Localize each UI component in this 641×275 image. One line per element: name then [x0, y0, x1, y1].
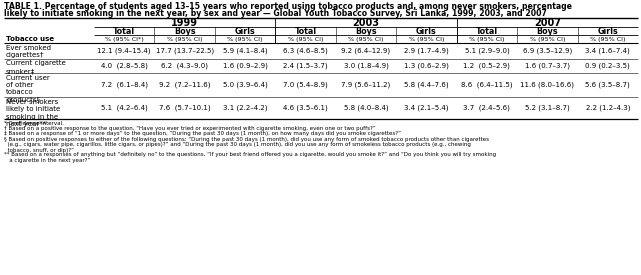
- Text: Current cigarette
smoker‡: Current cigarette smoker‡: [6, 60, 66, 74]
- Text: 2.2 (1.2–4.3): 2.2 (1.2–4.3): [585, 105, 630, 111]
- Text: 5.1 (2.9–9.0): 5.1 (2.9–9.0): [465, 48, 509, 54]
- Text: 1999: 1999: [171, 18, 198, 28]
- Text: % (95% CI): % (95% CI): [469, 37, 504, 42]
- Text: % (95% CI): % (95% CI): [288, 37, 323, 42]
- Text: ** Based on a responses of anything but “definitely no” to the questions, “If yo: ** Based on a responses of anything but …: [4, 152, 496, 163]
- Text: 9.2 (6.4–12.9): 9.2 (6.4–12.9): [342, 48, 390, 54]
- Text: % (95% CI): % (95% CI): [348, 37, 384, 42]
- Text: % (95% CI): % (95% CI): [409, 37, 444, 42]
- Text: % (95% CI*): % (95% CI*): [105, 37, 144, 42]
- Text: Total: Total: [476, 26, 498, 35]
- Text: Girls: Girls: [597, 26, 618, 35]
- Text: % (95% CI): % (95% CI): [167, 37, 203, 42]
- Text: Total: Total: [294, 26, 317, 35]
- Text: 8.6  (6.4–11.5): 8.6 (6.4–11.5): [461, 82, 513, 88]
- Text: 1.6 (0.7–3.7): 1.6 (0.7–3.7): [525, 63, 570, 69]
- Text: * Confidence interval.: * Confidence interval.: [4, 121, 64, 126]
- Text: Never smokers
likely to initiate
smoking in the
next year**: Never smokers likely to initiate smoking…: [6, 98, 60, 127]
- Text: Current user
of other
tobacco
products§: Current user of other tobacco products§: [6, 75, 50, 103]
- Text: Tobacco use: Tobacco use: [6, 36, 54, 42]
- Text: 7.0 (5.4–8.9): 7.0 (5.4–8.9): [283, 82, 328, 88]
- Text: 1.6 (0.9–2.9): 1.6 (0.9–2.9): [222, 63, 267, 69]
- Text: 3.4 (1.6–7.4): 3.4 (1.6–7.4): [585, 48, 630, 54]
- Text: TABLE 1. Percentage of students aged 13–15 years who reported using tobacco prod: TABLE 1. Percentage of students aged 13–…: [4, 2, 572, 11]
- Text: Ever smoked
cigarettes†: Ever smoked cigarettes†: [6, 45, 51, 58]
- Text: 2.4 (1.5–3.7): 2.4 (1.5–3.7): [283, 63, 328, 69]
- Text: Boys: Boys: [355, 26, 377, 35]
- Text: § Based on positive responses to either of the following questions: “During the : § Based on positive responses to either …: [4, 137, 489, 153]
- Text: 2007: 2007: [534, 18, 561, 28]
- Text: 5.2 (3.1–8.7): 5.2 (3.1–8.7): [525, 105, 570, 111]
- Text: % (95% CI): % (95% CI): [590, 37, 626, 42]
- Text: 2003: 2003: [353, 18, 379, 28]
- Text: % (95% CI): % (95% CI): [228, 37, 263, 42]
- Text: 9.2  (7.2–11.6): 9.2 (7.2–11.6): [159, 82, 210, 88]
- Text: Girls: Girls: [235, 26, 256, 35]
- Text: Boys: Boys: [174, 26, 196, 35]
- Text: 11.6 (8.0–16.6): 11.6 (8.0–16.6): [520, 82, 574, 88]
- Text: 17.7 (13.7–22.5): 17.7 (13.7–22.5): [156, 48, 213, 54]
- Text: 1.2  (0.5–2.9): 1.2 (0.5–2.9): [463, 63, 510, 69]
- Text: 3.4 (2.1–5.4): 3.4 (2.1–5.4): [404, 105, 449, 111]
- Text: Boys: Boys: [537, 26, 558, 35]
- Text: 4.0  (2.8–5.8): 4.0 (2.8–5.8): [101, 63, 147, 69]
- Text: 6.2  (4.3–9.0): 6.2 (4.3–9.0): [161, 63, 208, 69]
- Text: ‡ Based on a response of “1 or more days” to the question, “During the past 30 d: ‡ Based on a response of “1 or more days…: [4, 131, 401, 136]
- Text: 1.3 (0.6–2.9): 1.3 (0.6–2.9): [404, 63, 449, 69]
- Text: Total: Total: [113, 26, 135, 35]
- Text: 7.6  (5.7–10.1): 7.6 (5.7–10.1): [159, 105, 210, 111]
- Text: 2.9 (1.7–4.9): 2.9 (1.7–4.9): [404, 48, 449, 54]
- Text: 3.7  (2.4–5.6): 3.7 (2.4–5.6): [463, 105, 510, 111]
- Text: likely to initiate smoking in the next year, by sex and year — Global Youth Toba: likely to initiate smoking in the next y…: [4, 10, 547, 18]
- Text: 3.0 (1.8–4.9): 3.0 (1.8–4.9): [344, 63, 388, 69]
- Text: † Based on a positive response to the question, “Have you ever tried or experime: † Based on a positive response to the qu…: [4, 126, 376, 131]
- Text: 7.2  (6.1–8.4): 7.2 (6.1–8.4): [101, 82, 147, 88]
- Text: 5.6 (3.5–8.7): 5.6 (3.5–8.7): [585, 82, 630, 88]
- Text: 0.9 (0.2–3.5): 0.9 (0.2–3.5): [585, 63, 630, 69]
- Text: 5.1  (4.2–6.4): 5.1 (4.2–6.4): [101, 105, 147, 111]
- Text: % (95% CI): % (95% CI): [529, 37, 565, 42]
- Text: 12.1 (9.4–15.4): 12.1 (9.4–15.4): [97, 48, 151, 54]
- Text: 5.0 (3.9–6.4): 5.0 (3.9–6.4): [222, 82, 267, 88]
- Text: 5.8 (4.4–7.6): 5.8 (4.4–7.6): [404, 82, 449, 88]
- Text: 6.3 (4.6–8.5): 6.3 (4.6–8.5): [283, 48, 328, 54]
- Text: 3.1 (2.2–4.2): 3.1 (2.2–4.2): [223, 105, 267, 111]
- Text: 6.9 (3.5–12.9): 6.9 (3.5–12.9): [522, 48, 572, 54]
- Text: 7.9 (5.6–11.2): 7.9 (5.6–11.2): [342, 82, 390, 88]
- Text: 5.8 (4.0–8.4): 5.8 (4.0–8.4): [344, 105, 388, 111]
- Text: 4.6 (3.5–6.1): 4.6 (3.5–6.1): [283, 105, 328, 111]
- Text: Girls: Girls: [416, 26, 437, 35]
- Text: 5.9 (4.1–8.4): 5.9 (4.1–8.4): [223, 48, 267, 54]
